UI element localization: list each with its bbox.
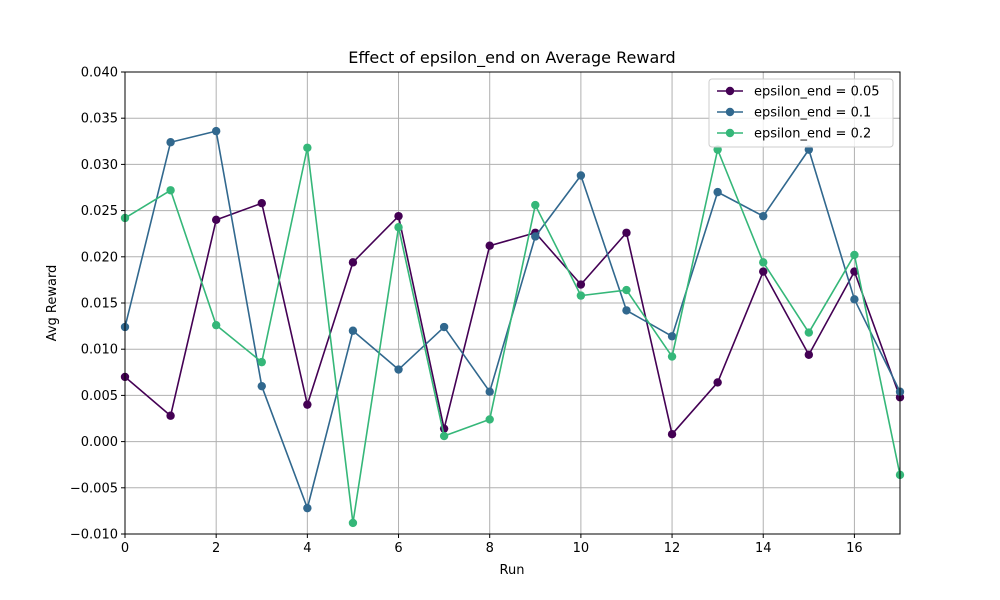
data-point bbox=[257, 381, 266, 391]
series-1 bbox=[120, 199, 905, 439]
data-point bbox=[348, 326, 358, 335]
series-line bbox=[124, 202, 901, 436]
y-tick-label: −0.010 bbox=[70, 528, 118, 543]
y-tick-label: 0.020 bbox=[81, 250, 118, 265]
legend-label: epsilon_end = 0.05 bbox=[754, 85, 880, 100]
y-axis-ticks: −0.010 −0.005 0.000 0.005 0.010 0.015 0.020 0.0… bbox=[70, 66, 125, 543]
data-point bbox=[531, 232, 540, 241]
data-point bbox=[257, 199, 266, 208]
data-point bbox=[394, 365, 403, 374]
x-axis-ticks: 0 2 4 6 8 10 12 14 16 bbox=[121, 534, 863, 556]
chart-title: Effect of epsilon_end on Average Reward bbox=[348, 48, 675, 68]
data-point bbox=[303, 503, 312, 513]
x-tick-label: 14 bbox=[755, 541, 772, 556]
x-tick-label: 12 bbox=[664, 541, 681, 556]
y-tick-label: 0.025 bbox=[81, 204, 118, 219]
data-point bbox=[303, 400, 312, 409]
data-point bbox=[804, 145, 814, 154]
y-tick-label: 0.030 bbox=[81, 158, 118, 173]
data-point bbox=[211, 320, 221, 330]
legend-label: epsilon_end = 0.2 bbox=[754, 127, 871, 142]
data-point bbox=[667, 332, 677, 341]
data-point bbox=[439, 431, 449, 441]
data-point bbox=[166, 186, 175, 195]
data-point bbox=[439, 322, 449, 332]
data-point bbox=[667, 352, 677, 361]
legend-marker bbox=[725, 128, 735, 138]
data-point bbox=[759, 211, 768, 221]
y-tick-label: 0.000 bbox=[81, 435, 118, 450]
data-point bbox=[394, 211, 403, 221]
data-point bbox=[804, 328, 814, 337]
data-point bbox=[166, 411, 175, 420]
data-point bbox=[713, 378, 722, 387]
data-point bbox=[804, 350, 814, 359]
y-tick-label: 0.005 bbox=[81, 389, 118, 404]
data-point bbox=[850, 267, 859, 276]
x-tick-label: 2 bbox=[212, 541, 220, 556]
data-point bbox=[485, 387, 494, 396]
data-point bbox=[713, 145, 722, 154]
data-point bbox=[576, 291, 586, 300]
x-tick-label: 16 bbox=[846, 541, 863, 556]
x-tick-label: 10 bbox=[573, 541, 590, 556]
data-point bbox=[713, 187, 722, 197]
data-point bbox=[303, 143, 312, 152]
legend-marker bbox=[725, 107, 735, 117]
data-point bbox=[348, 258, 358, 267]
data-point bbox=[257, 357, 266, 367]
x-axis-label: Run bbox=[500, 563, 525, 578]
y-tick-label: 0.040 bbox=[81, 66, 118, 81]
data-point bbox=[211, 126, 221, 136]
series-3 bbox=[120, 143, 905, 528]
x-tick-label: 8 bbox=[486, 541, 494, 556]
data-point bbox=[622, 285, 631, 295]
data-point bbox=[485, 415, 494, 424]
y-axis-label: Avg Reward bbox=[45, 265, 60, 342]
x-tick-label: 6 bbox=[394, 541, 402, 556]
legend: epsilon_end = 0.05 epsilon_end = 0.1 epsil… bbox=[708, 78, 894, 148]
data-point bbox=[485, 241, 494, 250]
series-line bbox=[124, 146, 901, 524]
x-tick-label: 4 bbox=[303, 541, 311, 556]
data-point bbox=[531, 200, 540, 210]
legend-box bbox=[708, 78, 894, 148]
y-tick-label: 0.010 bbox=[81, 343, 118, 358]
y-tick-label: 0.035 bbox=[81, 112, 118, 127]
data-point bbox=[211, 215, 221, 225]
data-point bbox=[348, 518, 358, 528]
data-point bbox=[850, 250, 859, 260]
y-tick-label: 0.015 bbox=[81, 297, 118, 312]
data-point bbox=[394, 223, 403, 232]
data-point bbox=[850, 295, 859, 304]
data-point bbox=[759, 267, 768, 276]
data-point bbox=[576, 280, 586, 289]
data-point bbox=[759, 258, 768, 267]
y-tick-label: −0.005 bbox=[70, 481, 118, 496]
data-point bbox=[622, 306, 631, 315]
data-point bbox=[622, 228, 631, 237]
data-point bbox=[576, 171, 586, 180]
legend-marker bbox=[725, 86, 735, 96]
x-tick-label: 0 bbox=[121, 541, 129, 556]
data-point bbox=[667, 430, 677, 439]
legend-label: epsilon_end = 0.1 bbox=[754, 106, 871, 121]
data-point bbox=[166, 138, 175, 147]
